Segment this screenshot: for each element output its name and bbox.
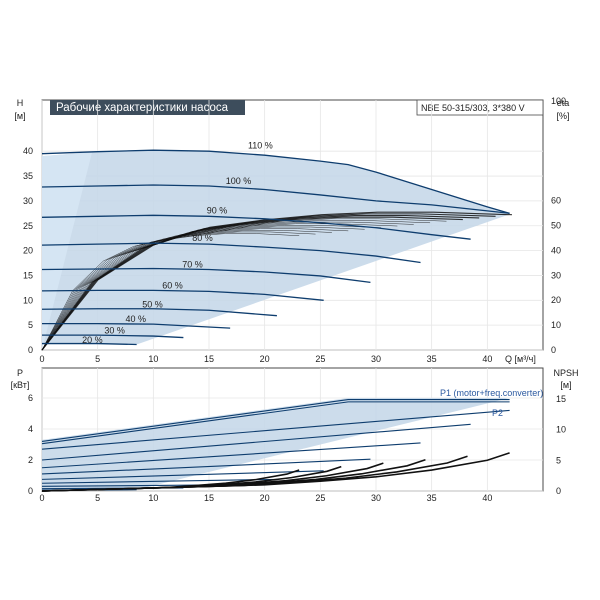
speed-label: 90 % — [207, 205, 228, 215]
bottom-y2-tick-label: 10 — [556, 425, 566, 435]
bottom-x-tick-label: 30 — [371, 493, 381, 503]
bottom-x-tick-label: 40 — [482, 493, 492, 503]
head-curve — [42, 334, 184, 339]
y-tick-label: 40 — [23, 146, 33, 156]
speed-label: 110 % — [248, 141, 273, 151]
bottom-x-tick-label: 15 — [204, 493, 214, 503]
y2-tick-label: 30 — [551, 270, 561, 280]
bottom-y-tick-label: 6 — [28, 393, 33, 403]
efficiency-curve — [41, 225, 382, 351]
y-tick-label: 10 — [23, 295, 33, 305]
x-tick-label: 20 — [260, 354, 270, 364]
npsh-curve — [41, 452, 510, 492]
x-tick-label: 10 — [148, 354, 158, 364]
speed-label: 60 % — [162, 280, 183, 290]
speed-label: 70 % — [182, 259, 203, 269]
x-tick-label: 35 — [427, 354, 437, 364]
y-tick-label: 5 — [28, 320, 33, 330]
speed-label: 80 % — [192, 233, 213, 243]
head-curve — [42, 342, 137, 346]
y2-axis-label: eta — [557, 98, 570, 108]
speed-label: 30 % — [104, 326, 125, 336]
speed-label: 40 % — [126, 314, 147, 324]
x-tick-label: 0 — [39, 354, 44, 364]
y2-tick-label: 100 — [551, 96, 566, 106]
y-tick-label: 0 — [28, 345, 33, 355]
power-curve — [41, 399, 510, 442]
power-curve — [41, 401, 510, 445]
bottom-y2-axis-unit: [м] — [560, 380, 571, 390]
y-axis-unit: [м] — [14, 111, 25, 121]
head-curve — [41, 242, 421, 264]
speed-label: 100 % — [226, 176, 252, 186]
power-curve — [41, 423, 471, 461]
power-curve — [41, 478, 277, 484]
y-tick-label: 15 — [23, 270, 33, 280]
bottom-x-tick-label: 35 — [427, 493, 437, 503]
y2-tick-label: 60 — [551, 196, 561, 206]
head-curve — [41, 267, 371, 284]
model-box — [416, 99, 544, 116]
bottom-x-tick-label: 5 — [95, 493, 100, 503]
y-tick-label: 20 — [23, 246, 33, 256]
model-label: NBE 50-315/303, 3*380 V — [421, 103, 525, 113]
x-tick-label: 40 — [482, 354, 492, 364]
bottom-y2-tick-label: 0 — [556, 486, 561, 496]
chart-title-bar — [50, 100, 245, 115]
chart-marks: 110 %100 %90 %80 %70 %60 %50 %40 %30 %20… — [11, 96, 579, 503]
head-curve — [41, 184, 510, 214]
bottom-x-tick-label: 10 — [148, 493, 158, 503]
speed-label: 20 % — [82, 335, 103, 345]
y-tick-label: 30 — [23, 196, 33, 206]
power-curve — [41, 409, 510, 450]
y2-tick-label: 50 — [551, 221, 561, 231]
bottom-y2-tick-label: 5 — [556, 455, 561, 465]
y-axis-label: H — [17, 98, 24, 108]
y-tick-label: 35 — [23, 171, 33, 181]
y2-axis-unit: [%] — [556, 111, 569, 121]
x-tick-label: 5 — [95, 354, 100, 364]
x-tick-label: 30 — [371, 354, 381, 364]
y2-tick-label: 20 — [551, 295, 561, 305]
head-curve — [41, 289, 324, 301]
chart-title: Рабочие характеристики насоса — [56, 102, 229, 114]
bottom-x-tick-label: 25 — [315, 493, 325, 503]
head-curve — [41, 308, 277, 317]
bottom-y2-axis-label: NPSH — [553, 368, 578, 378]
head-curve — [41, 214, 471, 240]
power-curve — [41, 458, 371, 475]
efficiency-curve — [41, 221, 414, 351]
bottom-y-tick-label: 2 — [28, 455, 33, 465]
y-tick-label: 25 — [23, 221, 33, 231]
head-curve — [41, 149, 510, 214]
operating-region-bottom — [42, 398, 510, 491]
y2-tick-label: 40 — [551, 245, 561, 255]
p2-label: P2 — [492, 408, 503, 418]
power-curve — [41, 442, 421, 469]
efficiency-curve — [41, 220, 431, 351]
bottom-y-tick-label: 0 — [28, 486, 33, 496]
bottom-y-tick-label: 4 — [28, 424, 33, 434]
x-tick-label: 25 — [315, 354, 325, 364]
bottom-y-axis-unit: [кВт] — [11, 380, 30, 390]
speed-label: 50 % — [142, 299, 163, 309]
bottom-x-tick-label: 0 — [39, 493, 44, 503]
y2-tick-label: 0 — [551, 345, 556, 355]
p1-label: P1 (motor+freq.converter) — [440, 388, 543, 398]
power-curve — [41, 470, 324, 480]
operating-region-left — [42, 152, 93, 350]
y2-tick-label: 10 — [551, 320, 561, 330]
bottom-y2-tick-label: 15 — [556, 394, 566, 404]
x-tick-label: 15 — [204, 354, 214, 364]
bottom-y-axis-label: P — [17, 368, 23, 378]
bottom-x-tick-label: 20 — [260, 493, 270, 503]
x-axis-label: Q [м³/ч] — [505, 354, 536, 364]
head-curve — [42, 323, 231, 329]
